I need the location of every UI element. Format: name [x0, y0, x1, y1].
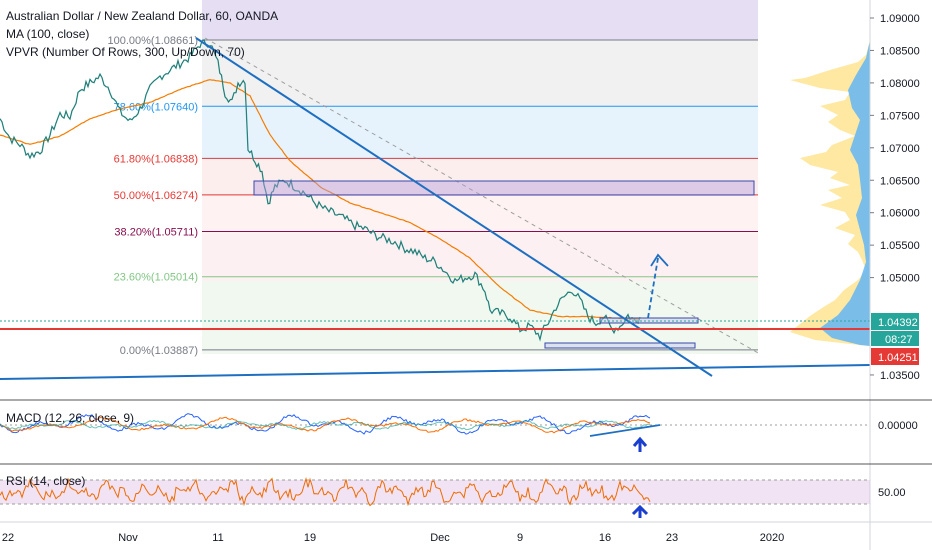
fib-label-1: 78.60%(1.07640) — [114, 101, 198, 113]
countdown-text: 08:27 — [885, 334, 913, 346]
ma-legend[interactable]: MA (100, close) — [6, 27, 90, 41]
price-tick-0: 1.09000 — [880, 13, 920, 25]
rsi-up-arrow-icon — [631, 504, 649, 518]
fib-label-6: 0.00%(1.03887) — [120, 345, 198, 357]
price-tick-1: 1.08500 — [880, 45, 920, 57]
macd-line — [0, 413, 651, 435]
macd-histogram — [0, 419, 651, 431]
macd-legend[interactable]: MACD (12, 26, close, 9) — [6, 411, 135, 425]
fib-label-5: 23.60%(1.05014) — [114, 272, 198, 284]
price-tick-7: 1.05500 — [880, 240, 920, 252]
macd-divergence-line[interactable] — [589, 424, 661, 437]
countdown-badge — [871, 331, 919, 346]
price-tick-2: 1.08000 — [880, 78, 920, 90]
time-tick-6: 16 — [599, 532, 611, 544]
macd-axis-tick: 0.00000 — [878, 420, 918, 432]
rsi-legend[interactable]: RSI (14, close) — [6, 474, 86, 488]
fib-label-3: 50.00%(1.06274) — [114, 190, 198, 202]
time-tick-0: 22 — [2, 532, 14, 544]
rsi-pane: 50.00 — [0, 476, 906, 518]
range-box-bottom[interactable] — [544, 342, 696, 349]
price-axis[interactable]: 1.09000 1.08500 1.08000 1.07500 1.07000 1.065… — [870, 13, 920, 382]
descending-trendline[interactable] — [195, 37, 713, 377]
macd-pane: 0.00000 — [0, 413, 918, 452]
price-tick-5: 1.06500 — [880, 175, 920, 187]
time-tick-8: 2020 — [760, 532, 784, 544]
rsi-axis-tick: 50.00 — [878, 487, 906, 499]
macd-up-arrow-icon — [632, 436, 648, 452]
vpvr-legend[interactable]: VPVR (Number Of Rows, 300, Up/Down, 70) — [6, 45, 245, 59]
rsi-line — [0, 476, 651, 507]
time-tick-2: 11 — [212, 532, 223, 544]
price-tick-3: 1.07500 — [880, 110, 920, 122]
current-price-text: 1.04392 — [878, 317, 918, 329]
time-tick-5: 9 — [517, 532, 523, 544]
fib-labels: 100.00%(1.08661) 78.60%(1.07640) 61.80%(1.… — [107, 35, 198, 357]
fib-label-0: 100.00%(1.08661) — [107, 35, 198, 47]
price-tick-9: 1.03500 — [880, 370, 920, 382]
price-series-shadow — [0, 39, 641, 341]
price-tick-6: 1.06000 — [880, 208, 920, 220]
current-price-badge — [871, 313, 919, 330]
time-tick-7: 23 — [666, 532, 678, 544]
time-tick-1: Nov — [118, 532, 138, 544]
projection-arrow-head — [650, 253, 669, 267]
price-tick-8: 1.05000 — [880, 273, 920, 285]
chart-title: Australian Dollar / New Zealand Dollar, … — [6, 9, 279, 23]
red-price-badge — [871, 348, 919, 365]
dashed-trendline[interactable] — [204, 37, 761, 355]
supply-zone-rect[interactable] — [253, 180, 755, 196]
fib-label-4: 38.20%(1.05711) — [114, 226, 198, 238]
ma-line — [0, 79, 641, 320]
projection-arrow-line[interactable] — [647, 257, 659, 319]
support-trendline[interactable] — [0, 364, 871, 380]
fib-label-2: 61.80%(1.06838) — [114, 153, 198, 165]
time-tick-4: Dec — [430, 532, 450, 544]
price-tick-4: 1.07000 — [880, 143, 920, 155]
time-axis[interactable]: 22 Nov 11 19 Dec 9 16 23 2020 — [2, 532, 784, 544]
signal-line — [0, 416, 651, 434]
time-tick-3: 19 — [304, 532, 316, 544]
price-badges: 1.04392 08:27 1.04251 — [871, 313, 919, 365]
red-price-text: 1.04251 — [878, 352, 918, 364]
fib-background — [202, 0, 758, 354]
volume-profile — [790, 40, 870, 346]
